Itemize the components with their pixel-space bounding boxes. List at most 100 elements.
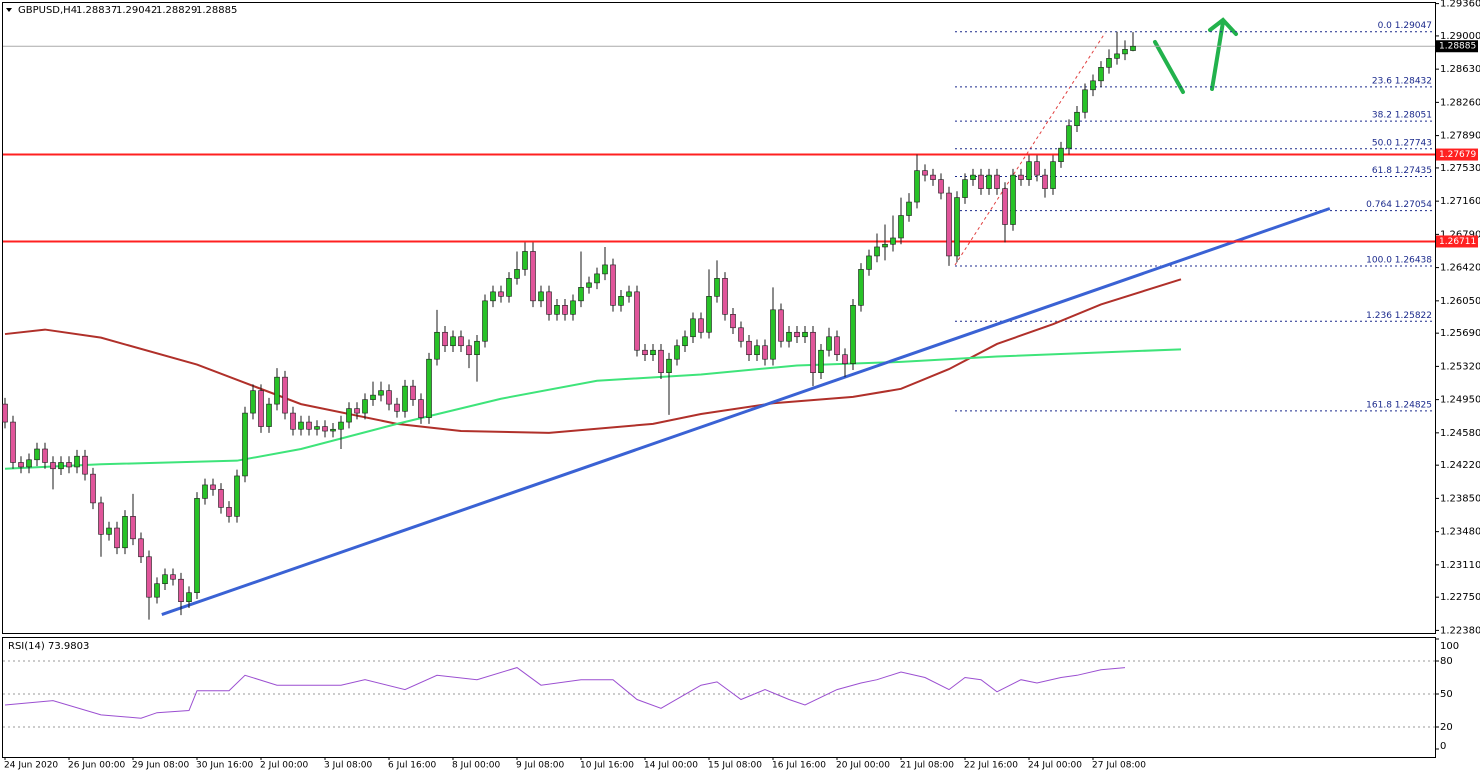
candle-body xyxy=(386,390,392,405)
fib-label: 23.6 1.28432 xyxy=(1372,76,1432,86)
header-open: 1.28837 xyxy=(76,5,117,16)
candle-body xyxy=(114,527,120,549)
fib-label: 50.0 1.27743 xyxy=(1372,138,1432,148)
candle-body xyxy=(354,408,360,414)
candle-body xyxy=(2,403,8,423)
candle-body xyxy=(458,336,464,347)
candle-body xyxy=(34,448,40,461)
candle-body xyxy=(26,459,32,468)
candle-body xyxy=(466,345,472,356)
candle-body xyxy=(442,331,448,347)
candle-body xyxy=(554,305,560,315)
fib-label: 0.0 1.29047 xyxy=(1378,21,1432,31)
y-tick-label: 1.25320 xyxy=(1440,361,1480,372)
candle-body xyxy=(154,583,160,598)
candle-body xyxy=(314,426,320,430)
candle-body xyxy=(426,358,432,418)
candle-body xyxy=(586,282,592,288)
candle-body xyxy=(530,251,536,302)
candle-body xyxy=(402,385,408,412)
candle-body xyxy=(714,278,720,297)
x-tick-label: 6 Jul 16:00 xyxy=(388,761,437,771)
price-tag-label: 1.27679 xyxy=(1439,150,1476,160)
candle-body xyxy=(706,296,712,333)
candle-body xyxy=(954,197,960,257)
x-tick-label: 21 Jul 08:00 xyxy=(900,761,954,771)
candle-body xyxy=(234,475,240,517)
x-tick-label: 30 Jun 16:00 xyxy=(196,761,253,771)
candle-body xyxy=(370,394,376,400)
price-tag xyxy=(1436,40,1478,53)
x-tick-label: 3 Jul 08:00 xyxy=(324,761,373,771)
candle-body xyxy=(250,390,256,414)
x-tick-label: 29 Jun 08:00 xyxy=(132,761,189,771)
candle-body xyxy=(698,318,704,333)
candle-body xyxy=(82,455,88,475)
candle-body xyxy=(890,237,896,245)
candle-body xyxy=(594,273,600,284)
candle-body xyxy=(666,358,672,373)
candle-body xyxy=(410,385,416,400)
candle-body xyxy=(1090,80,1096,91)
rsi-panel xyxy=(2,637,1436,758)
candle-body xyxy=(626,291,632,297)
y-tick-label: 1.22380 xyxy=(1440,625,1480,636)
fib-label: 0.764 1.27054 xyxy=(1366,200,1432,210)
candle-body xyxy=(970,174,976,180)
candle-body xyxy=(610,264,616,306)
candle-body xyxy=(50,462,56,470)
candle-body xyxy=(10,421,16,463)
candle-body xyxy=(514,269,520,279)
x-tick-label: 9 Jul 08:00 xyxy=(516,761,565,771)
candle-body xyxy=(762,345,768,360)
candle-body xyxy=(866,255,872,270)
candle-body xyxy=(770,309,776,360)
candle-body xyxy=(122,516,128,549)
candle-body xyxy=(538,291,544,302)
candle-body xyxy=(794,331,800,338)
candle-body xyxy=(194,498,200,593)
x-tick-label: 22 Jul 16:00 xyxy=(964,761,1018,771)
y-tick-label: 1.28260 xyxy=(1440,97,1480,108)
y-tick-label: 1.28630 xyxy=(1440,64,1480,75)
price-tag-label: 1.28885 xyxy=(1439,42,1476,52)
y-tick-label: 1.29000 xyxy=(1440,31,1480,42)
candle-body xyxy=(914,170,920,203)
candle-body xyxy=(802,331,808,338)
y-tick-label: 20 xyxy=(1440,722,1453,733)
candle-body xyxy=(618,296,624,306)
candle-body xyxy=(226,507,232,517)
y-tick-label: 1.25690 xyxy=(1440,328,1480,339)
candle-body xyxy=(298,421,304,430)
candle-body xyxy=(522,251,528,270)
x-tick-label: 8 Jul 00:00 xyxy=(452,761,501,771)
y-tick-label: 1.27160 xyxy=(1440,196,1480,207)
candle-body xyxy=(546,291,552,315)
candle-body xyxy=(1106,58,1112,68)
candle-body xyxy=(810,331,816,373)
y-tick-label: 1.26050 xyxy=(1440,296,1480,307)
candle-body xyxy=(1098,67,1104,82)
candle-body xyxy=(434,331,440,360)
price-tag xyxy=(1436,235,1478,248)
candle-body xyxy=(1074,111,1080,127)
candle-body xyxy=(922,170,928,176)
candle-body xyxy=(106,527,112,535)
x-tick-label: 15 Jul 08:00 xyxy=(708,761,762,771)
candle-body xyxy=(490,291,496,302)
candle-body xyxy=(258,390,264,427)
y-tick-label: 1.24580 xyxy=(1440,428,1480,439)
y-tick-label: 1.23480 xyxy=(1440,527,1480,538)
candle-body xyxy=(946,192,952,257)
candle-body xyxy=(138,538,144,558)
candle-body xyxy=(242,412,248,477)
candle-body xyxy=(738,327,744,342)
y-tick-label: 1.24950 xyxy=(1440,395,1480,406)
candle-body xyxy=(330,428,336,432)
candle-body xyxy=(1050,161,1056,189)
candle-body xyxy=(898,215,904,239)
candle-body xyxy=(378,390,384,396)
candle-body xyxy=(162,574,168,585)
fib-label: 100.0 1.26438 xyxy=(1366,255,1432,265)
